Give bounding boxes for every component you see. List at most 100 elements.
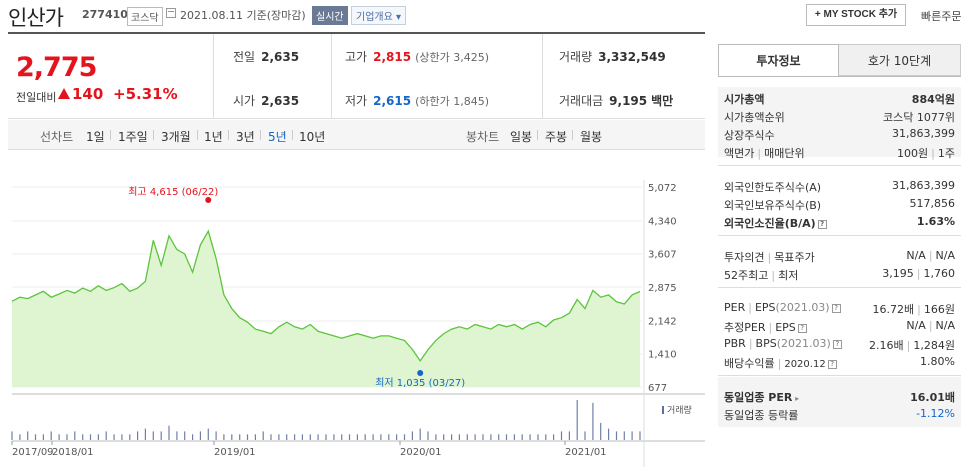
chevron-down-icon: ▾	[396, 12, 402, 23]
help-icon[interactable]: ?	[817, 219, 827, 229]
pbr-bps-value-wrap: 2.16배 | 1,284원	[869, 339, 955, 352]
dividend-value: 1.80%	[920, 355, 955, 368]
w52-row: 52주최고 | 최저 3,195 | 1,760	[724, 265, 955, 283]
volume-bar	[246, 434, 249, 440]
volume-bar	[27, 431, 29, 440]
foreign-hold-row: 외국인보유주식수(B) 517,856	[724, 195, 955, 213]
volume-bar	[105, 431, 107, 440]
high-value: 2,815	[373, 50, 412, 64]
w52-high-value: 3,195	[882, 267, 914, 280]
w52-low-label: 최저	[778, 269, 799, 282]
volume-bar	[294, 434, 296, 440]
volume-bar	[513, 434, 515, 440]
volume-bar	[19, 434, 21, 440]
open-cell: 시가 2,635	[233, 92, 299, 109]
y-tick-label: 1,410	[648, 350, 677, 361]
opinion-value: N/A	[906, 249, 926, 262]
w52-low-value: 1,760	[923, 267, 956, 280]
opinion-label: 투자의견	[724, 251, 765, 264]
volume-bar	[372, 434, 374, 440]
tab-monthly-candle[interactable]: 월봉	[580, 130, 603, 144]
market-cap-label: 시가총액	[724, 93, 765, 106]
tab-order-book[interactable]: 호가 10단계	[839, 44, 961, 76]
low-marker	[417, 370, 424, 376]
sector-per-row: 동일업종 PER ▸ 16.01배	[724, 387, 955, 405]
per-eps-period: (2021.03)	[775, 301, 830, 314]
y-tick-label: 2,875	[648, 283, 677, 294]
tab-1d[interactable]: 1일	[86, 130, 105, 144]
y-tick-label: 3,607	[648, 250, 677, 261]
add-my-stock-button[interactable]: + MY STOCK 추가	[806, 4, 906, 26]
amount-cell: 거래대금 9,195 백만	[559, 92, 673, 109]
opinion-label-wrap: 투자의견 | 목표주가	[724, 251, 815, 264]
volume-bar	[364, 434, 366, 440]
tab-1w[interactable]: 1주일	[118, 130, 148, 144]
divider	[260, 130, 261, 140]
realtime-button[interactable]: 실시간	[312, 6, 348, 25]
company-overview-dropdown[interactable]: 기업개요 ▾	[351, 6, 407, 25]
divider	[718, 165, 961, 166]
per-eps-row: PER | EPS(2021.03)? 16.72배 | 166원	[724, 299, 955, 317]
volume-bar	[215, 431, 217, 440]
est-per-label: 추정PER	[724, 321, 766, 334]
pbr-value: 2.16배	[869, 339, 904, 352]
volume-bar	[82, 434, 84, 440]
volume-bar	[466, 434, 468, 440]
per-label: PER	[724, 301, 746, 314]
est-per-value: N/A	[906, 319, 926, 332]
prev-close-value: 2,635	[261, 50, 300, 64]
volume-bar	[113, 434, 115, 440]
tab-investment-info[interactable]: 투자정보	[718, 44, 839, 76]
tab-3m[interactable]: 3개월	[161, 130, 191, 144]
volume-bar	[529, 434, 531, 440]
y-tick-label: 2,142	[648, 316, 677, 327]
volume-bar	[608, 428, 610, 440]
volume-bar	[11, 431, 13, 440]
volume-bar	[286, 434, 288, 440]
face-unit-label: 액면가 | 매매단위	[724, 147, 805, 160]
tab-weekly-candle[interactable]: 주봉	[545, 130, 568, 144]
tab-3y[interactable]: 3년	[236, 130, 255, 144]
volume-bar	[396, 434, 398, 440]
volume-bar	[309, 434, 311, 440]
help-icon[interactable]: ?	[797, 323, 807, 333]
x-tick-label: 2017/09	[12, 447, 54, 458]
header-bar: 인산가 277410 코스닥 2021.08.11 기준(장마감) 실시간 기업…	[0, 0, 975, 32]
tab-daily-candle[interactable]: 일봉	[510, 130, 533, 144]
quick-order-link[interactable]: 빠른주문	[921, 10, 962, 23]
high-label: 고가	[345, 50, 368, 64]
volume-bar	[505, 434, 508, 440]
price-chart-svg: 5,072 4,340 3,607 2,875 2,142 1,410 677 2017/0…	[11, 180, 705, 467]
open-value: 2,635	[261, 94, 300, 108]
x-tick-label: 2021/01	[565, 447, 607, 458]
volume-bar	[160, 431, 162, 440]
volume-bar	[482, 434, 484, 440]
volume-bar	[50, 431, 52, 440]
volume-bar	[443, 434, 445, 440]
volume-bar	[341, 434, 343, 440]
tab-10y[interactable]: 10년	[299, 130, 326, 144]
foreign-ratio-row: 외국인소진율(B/A)? 1.63%	[724, 213, 955, 231]
divider	[292, 130, 293, 140]
tab-1y[interactable]: 1년	[204, 130, 223, 144]
divider	[331, 34, 332, 118]
price-change: 140	[58, 85, 103, 103]
shares-row: 상장주식수 31,863,399	[724, 125, 955, 143]
sector-change-label: 동일업종 등락률	[724, 409, 799, 422]
x-tick-label: 2020/01	[400, 447, 442, 458]
help-icon[interactable]: ?	[831, 303, 841, 313]
section-shade	[718, 87, 961, 157]
volume-bar	[356, 434, 358, 440]
help-icon[interactable]: ?	[832, 339, 842, 349]
volume-value: 3,332,549	[598, 50, 666, 64]
volume-bar	[129, 434, 131, 440]
volume-bar	[584, 431, 586, 440]
divider	[718, 375, 961, 376]
open-label: 시가	[233, 94, 256, 108]
high-marker	[205, 197, 212, 203]
est-per-value-wrap: N/A | N/A	[906, 319, 955, 332]
shares-value: 31,863,399	[892, 127, 955, 140]
help-icon[interactable]: ?	[827, 359, 837, 369]
tab-5y[interactable]: 5년	[268, 130, 287, 144]
target-value: N/A	[935, 249, 955, 262]
